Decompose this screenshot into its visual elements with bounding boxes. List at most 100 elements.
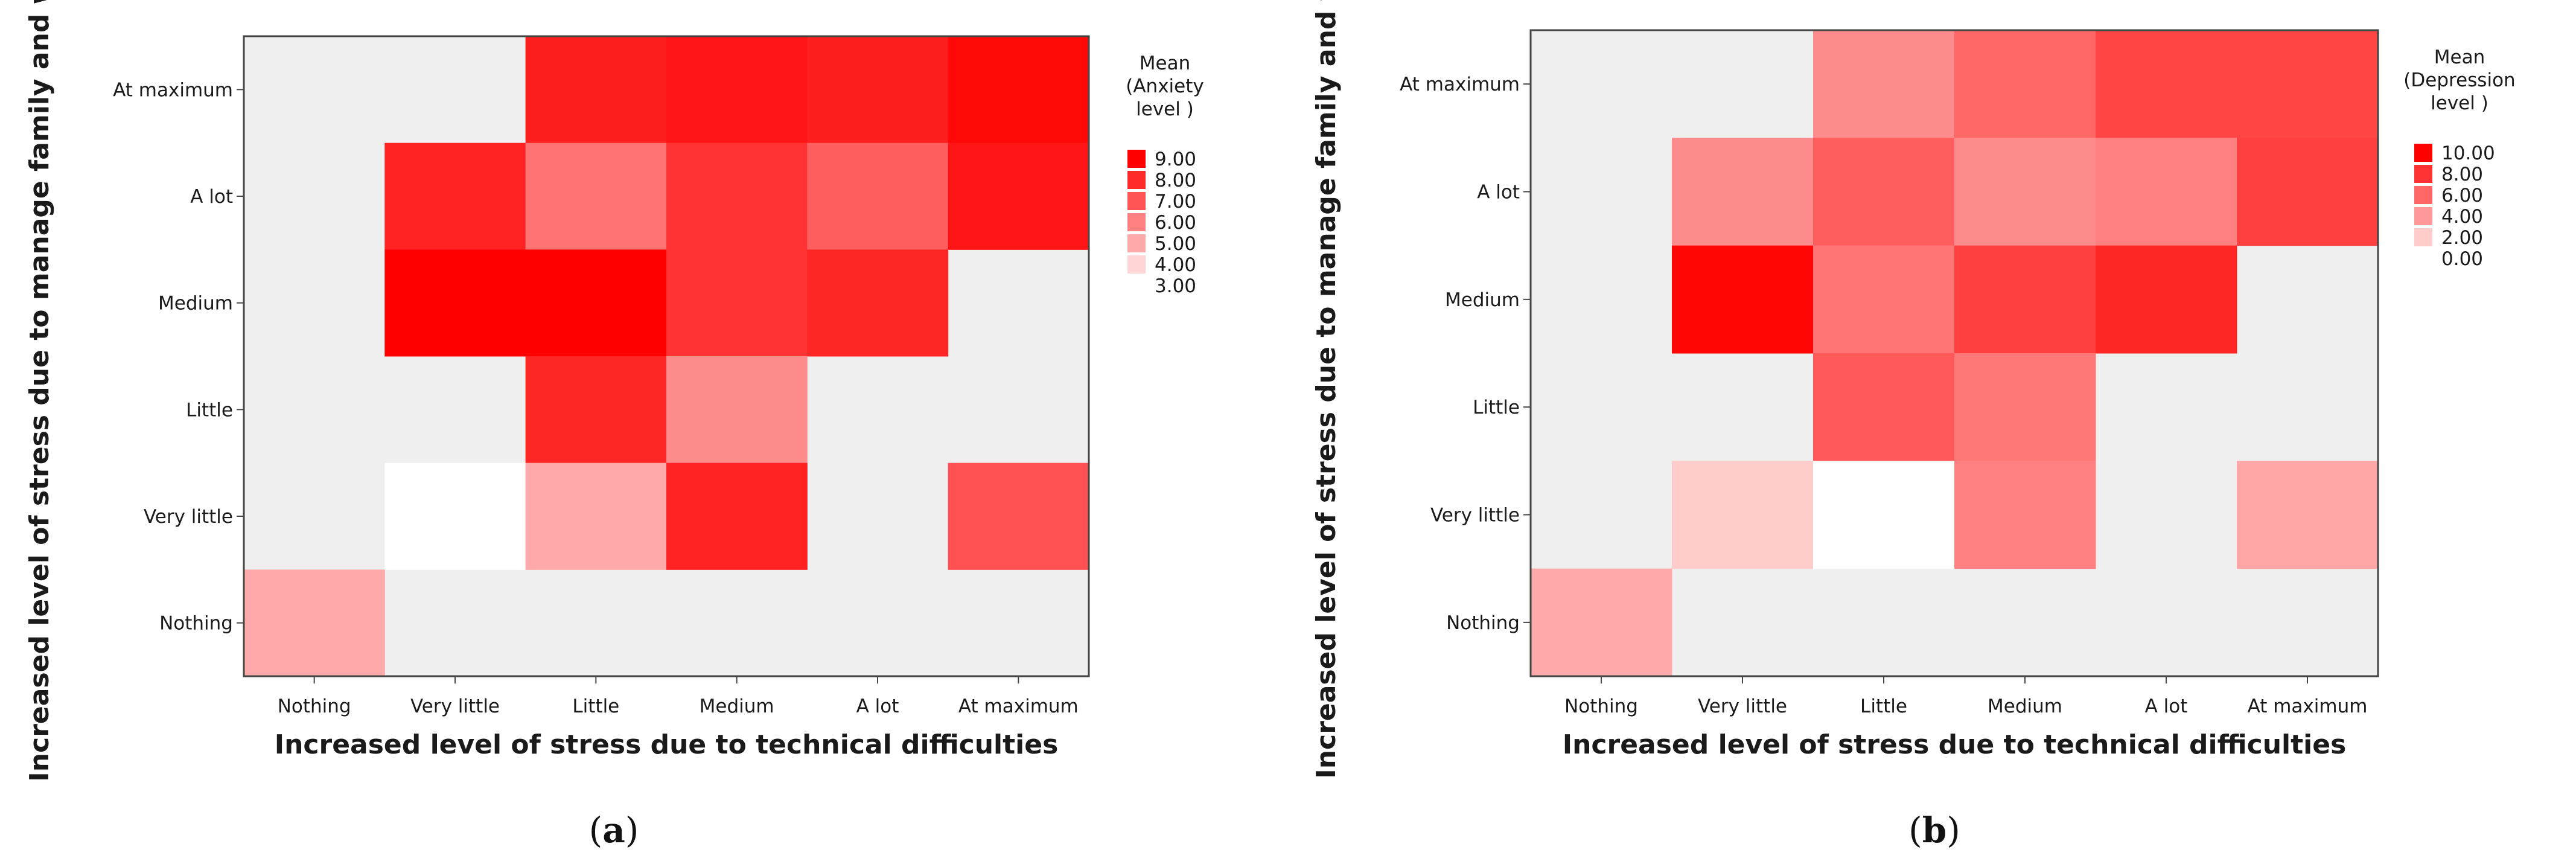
- y-tick-label: A lot: [190, 186, 233, 208]
- heatmap-cell: [1813, 353, 1955, 461]
- y-tick-label: Little: [186, 399, 233, 421]
- heatmap-panel-a: Nothing Very little Little Medium A lot At ma…: [24, 0, 1204, 851]
- heatmap-cell: [525, 462, 667, 570]
- legend-swatch: [1127, 277, 1146, 295]
- legend-swatch: [2414, 186, 2432, 204]
- y-tick-label: Little: [1473, 397, 1520, 418]
- legend-label: 7.00: [1155, 191, 1196, 213]
- legend-swatch: [2414, 144, 2432, 162]
- plot-frame: [243, 35, 1090, 677]
- heatmap-cell: [948, 462, 1089, 570]
- y-axis-title: Increased level of stress due to manage …: [1311, 0, 1342, 779]
- legend-title-line: Mean: [1140, 53, 1190, 74]
- x-tick-label: Very little: [410, 696, 500, 717]
- heatmap-cell: [1813, 461, 1955, 569]
- legend-label: 9.00: [1155, 149, 1196, 170]
- x-axis-title: Increased level of stress due to technic…: [275, 729, 1059, 760]
- heatmap-cell: [2237, 138, 2379, 246]
- heatmap-cell: [1954, 138, 2096, 246]
- y-tick-label: Medium: [158, 293, 233, 315]
- y-tick-label: Medium: [1445, 289, 1520, 311]
- heatmap-cell: [948, 36, 1089, 144]
- heatmap-cell: [666, 356, 808, 464]
- heatmap-cell: [2237, 461, 2379, 569]
- heatmap-cell: [384, 249, 526, 357]
- legend-swatch: [1127, 213, 1146, 231]
- legend-swatch: [2414, 228, 2432, 246]
- legend-label: 6.00: [2441, 185, 2483, 206]
- heatmap-cell: [244, 569, 385, 677]
- heatmap-cell: [807, 249, 949, 357]
- legend-swatch: [1127, 171, 1146, 189]
- heatmap-cell: [666, 142, 808, 250]
- y-tick-label: At maximum: [113, 79, 233, 101]
- x-tick-label: Little: [572, 696, 619, 717]
- x-tick-label: A lot: [856, 696, 899, 717]
- y-tick-label: A lot: [1477, 182, 1520, 203]
- heatmap-cell: [384, 462, 526, 570]
- heatmap-cell: [1531, 568, 1672, 677]
- legend-swatch: [1127, 234, 1146, 252]
- x-tick-label: At maximum: [2248, 696, 2368, 717]
- heatmap-cell: [1954, 245, 2096, 354]
- legend-label: 2.00: [2441, 227, 2483, 249]
- heatmap-cell: [2096, 138, 2237, 246]
- y-tick-label: At maximum: [1400, 74, 1520, 95]
- y-tick-label: Very little: [144, 506, 233, 528]
- heatmap-cell: [525, 356, 667, 464]
- plot-frame: [1529, 29, 2379, 677]
- legend-label: 3.00: [1155, 275, 1196, 297]
- heatmap-cell: [1954, 353, 2096, 461]
- heatmap-cell: [666, 249, 808, 357]
- x-tick-label: Little: [1860, 696, 1907, 717]
- legend-swatch: [2414, 249, 2432, 267]
- legend-label: 8.00: [1155, 170, 1196, 191]
- legend-label: 4.00: [2441, 206, 2483, 228]
- legend-label: 0.00: [2441, 248, 2483, 270]
- heatmap-cell: [384, 142, 526, 250]
- y-tick-label: Nothing: [159, 613, 233, 635]
- legend-label: 8.00: [2441, 164, 2483, 185]
- heatmap-cell: [525, 142, 667, 250]
- panel-label: (a): [589, 810, 639, 851]
- heatmap-cell: [1672, 245, 1814, 354]
- legend-label: 10.00: [2441, 142, 2495, 164]
- x-tick-label: Medium: [700, 696, 774, 717]
- heatmap-cell: [1672, 461, 1814, 569]
- heatmap-panel-b: Nothing Very little Little Medium A lot At ma…: [1311, 0, 2516, 851]
- legend-title-line: Mean: [2434, 46, 2485, 68]
- panel-label: (b): [1908, 810, 1960, 851]
- x-tick-label: Nothing: [278, 696, 351, 717]
- heatmap-cell: [666, 36, 808, 144]
- legend-swatch: [1127, 192, 1146, 210]
- x-tick-label: Medium: [1988, 696, 2062, 717]
- heatmap-cell: [666, 462, 808, 570]
- x-tick-label: At maximum: [958, 696, 1079, 717]
- heatmap-cell: [1954, 461, 2096, 569]
- heatmap-cell: [1813, 138, 1955, 246]
- heatmap-cell: [1672, 138, 1814, 246]
- heatmap-cell: [1954, 30, 2096, 138]
- heatmap-cell: [2096, 30, 2237, 138]
- heatmap-cell: [1813, 245, 1955, 354]
- heatmap-cell: [1813, 30, 1955, 138]
- legend-title-line: (Anxiety: [1126, 75, 1204, 97]
- legend-title-line: level ): [1136, 98, 1194, 120]
- heatmap-cell: [2096, 245, 2237, 354]
- heatmap-cell: [807, 36, 949, 144]
- heatmap-cell: [2237, 30, 2379, 138]
- legend-label: 5.00: [1155, 233, 1196, 255]
- x-tick-label: Nothing: [1564, 696, 1638, 717]
- legend-title-line: (Depression: [2403, 69, 2515, 91]
- legend-label: 4.00: [1155, 254, 1196, 276]
- y-axis-title: Increased level of stress due to manage …: [24, 0, 55, 782]
- heatmap-cell: [807, 142, 949, 250]
- x-tick-label: Very little: [1698, 696, 1787, 717]
- legend-swatch: [1127, 150, 1146, 168]
- heatmap-cell: [525, 249, 667, 357]
- legend-label: 6.00: [1155, 212, 1196, 234]
- y-tick-label: Very little: [1430, 505, 1520, 526]
